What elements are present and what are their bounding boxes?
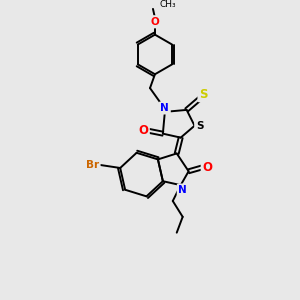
Text: O: O: [202, 161, 212, 174]
Text: S: S: [199, 88, 208, 100]
Text: O: O: [138, 124, 148, 137]
Text: O: O: [151, 17, 159, 27]
Text: S: S: [196, 121, 203, 131]
Text: N: N: [160, 103, 169, 113]
Text: CH₃: CH₃: [160, 0, 176, 9]
Text: Br: Br: [86, 160, 99, 170]
Text: N: N: [178, 185, 187, 195]
